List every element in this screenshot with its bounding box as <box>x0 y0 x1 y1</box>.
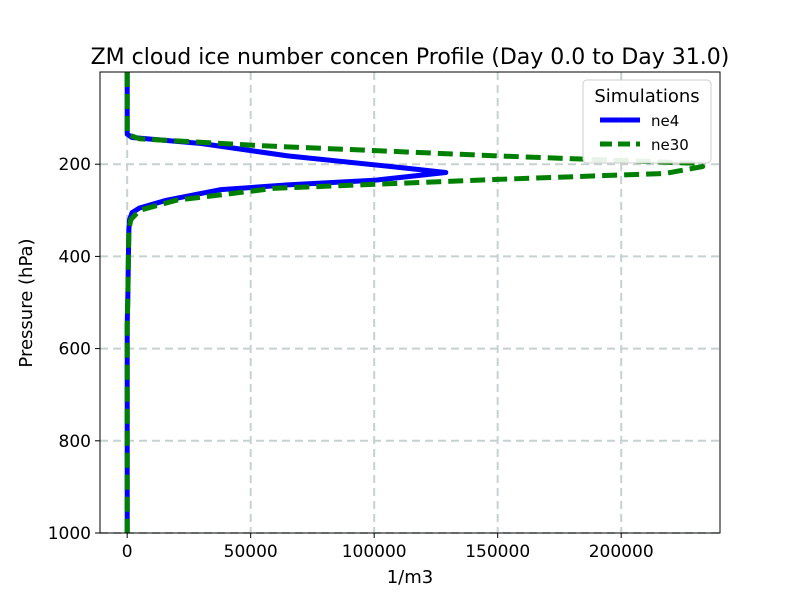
axis-ticks: 0 50000 100000 150000 200000 200 400 600 800 1000 <box>48 155 654 562</box>
y-tick-label: 600 <box>59 340 91 360</box>
plot-frame <box>99 71 721 534</box>
y-tick-label: 1000 <box>48 524 91 544</box>
series-lines <box>124 72 706 533</box>
series-line-ne30 <box>124 72 706 533</box>
x-tick-label: 50000 <box>224 542 278 562</box>
x-tick-label: 200000 <box>589 542 654 562</box>
y-axis-label: Pressure (hPa) <box>16 238 37 367</box>
y-tick-label: 400 <box>59 247 91 267</box>
legend-title: Simulations <box>594 86 699 107</box>
y-tick-label: 800 <box>59 432 91 452</box>
x-tick-label: 0 <box>122 542 133 562</box>
x-tick-label: 150000 <box>465 542 530 562</box>
legend: Simulations ne4 ne30 <box>582 79 712 164</box>
chart-title: ZM cloud ice number concen Profile (Day … <box>91 45 730 70</box>
legend-box <box>582 79 712 164</box>
x-axis-label: 1/m3 <box>387 567 434 588</box>
legend-label-ne4: ne4 <box>651 112 679 130</box>
x-tick-label: 100000 <box>342 542 407 562</box>
legend-label-ne30: ne30 <box>651 136 689 154</box>
y-tick-label: 200 <box>59 155 91 175</box>
